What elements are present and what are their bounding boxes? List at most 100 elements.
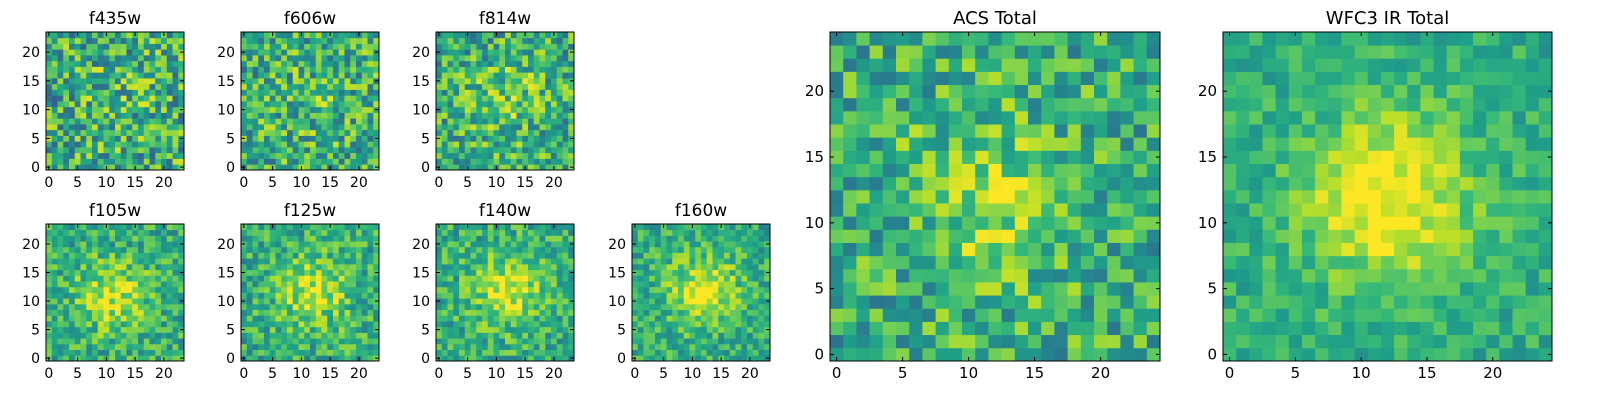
- heatmap-cell: [510, 49, 517, 56]
- heatmap-cell: [120, 263, 127, 271]
- heatmap-cell: [1014, 295, 1029, 309]
- heatmap-cell: [747, 286, 754, 293]
- heatmap-cell: [459, 252, 466, 259]
- heatmap-cell: [321, 95, 328, 102]
- heatmap-cell: [115, 332, 122, 339]
- heatmap-cell: [132, 112, 139, 119]
- heatmap-cell: [562, 129, 569, 136]
- heatmap-cell: [338, 95, 345, 102]
- heatmap-cell: [649, 338, 656, 345]
- heatmap-cell: [63, 78, 70, 85]
- heatmap-cell: [315, 315, 322, 322]
- heatmap-cell: [69, 78, 76, 85]
- heatmap-cell: [103, 118, 110, 125]
- heatmap-cell: [539, 275, 546, 282]
- heatmap-cell: [528, 269, 535, 276]
- heatmap-cell: [327, 332, 334, 339]
- heatmap-cell: [115, 241, 122, 248]
- heatmap-cell: [63, 309, 70, 316]
- heatmap-cell: [74, 246, 81, 253]
- heatmap-cell: [275, 292, 282, 299]
- heatmap-cell: [556, 263, 563, 271]
- heatmap-cell: [701, 292, 708, 299]
- heatmap-cell: [672, 321, 679, 328]
- heatmap-cell: [269, 235, 276, 242]
- heatmap-cell: [1094, 242, 1108, 257]
- heatmap-cell: [161, 83, 168, 90]
- heatmap-cell: [922, 229, 936, 243]
- heatmap-cell: [909, 124, 923, 138]
- heatmap-cell: [161, 235, 168, 242]
- heatmap-cell: [764, 338, 771, 345]
- heatmap-cell: [724, 281, 731, 288]
- heatmap-cell: [758, 269, 765, 276]
- heatmap-cell: [1067, 97, 1082, 112]
- heatmap-cell: [350, 112, 357, 119]
- heatmap-cell: [178, 152, 185, 159]
- heatmap-cell: [46, 66, 53, 73]
- heatmap-cell: [367, 269, 374, 276]
- heatmap-cell: [333, 269, 340, 276]
- heatmap-cell: [120, 152, 127, 159]
- heatmap-cell: [660, 321, 667, 328]
- heatmap-cell: [882, 71, 897, 86]
- heatmap-cell: [539, 315, 546, 322]
- heatmap-cell: [453, 229, 460, 236]
- heatmap-cell: [528, 152, 535, 159]
- heatmap-cell: [178, 158, 185, 165]
- heatmap-cell: [252, 303, 259, 311]
- heatmap-cell: [333, 229, 340, 236]
- heatmap-cell: [304, 321, 311, 328]
- heatmap-cell: [292, 158, 299, 165]
- heatmap-cell: [482, 43, 489, 50]
- heatmap-cell: [539, 224, 546, 231]
- heatmap-cell: [1262, 347, 1277, 362]
- axes-frame: [829, 31, 1161, 362]
- heatmap-cell: [126, 326, 133, 333]
- heatmap-cell: [830, 58, 844, 72]
- heatmap-cell: [935, 71, 950, 86]
- heatmap-cell: [493, 95, 500, 102]
- heatmap-cell: [522, 135, 529, 142]
- heatmap-cell: [975, 137, 989, 151]
- heatmap-cell: [258, 141, 265, 148]
- heatmap-cell: [551, 55, 558, 62]
- heatmap-cell: [310, 89, 317, 96]
- heatmap-cell: [476, 229, 483, 236]
- heatmap-cell: [1054, 229, 1068, 243]
- heatmap-cell: [155, 355, 162, 362]
- heatmap-cell: [516, 315, 523, 322]
- heatmap-cell: [533, 246, 540, 253]
- heatmap-cell: [869, 45, 884, 59]
- heatmap-cell: [551, 309, 558, 316]
- heatmap-cell: [298, 281, 305, 288]
- heatmap-cell: [69, 229, 76, 236]
- heatmap-cell: [172, 95, 179, 102]
- heatmap-cell: [729, 252, 736, 259]
- heatmap-cell: [533, 72, 540, 79]
- heatmap-cell: [143, 55, 150, 62]
- heatmap-cell: [935, 32, 950, 46]
- heatmap-cell: [568, 263, 575, 271]
- heatmap-cell: [103, 101, 110, 108]
- heatmap-cell: [632, 292, 639, 299]
- heatmap-cell: [1014, 347, 1029, 362]
- heatmap-cell: [275, 235, 282, 242]
- heatmap-cell: [373, 72, 380, 79]
- heatmap-cell: [487, 298, 494, 305]
- heatmap-cell: [655, 321, 662, 328]
- heatmap-cell: [505, 106, 512, 113]
- heatmap-cell: [843, 150, 857, 164]
- heatmap-cell: [315, 275, 322, 282]
- heatmap-cell: [69, 315, 76, 322]
- heatmap-cell: [441, 258, 448, 265]
- heatmap-cell: [310, 343, 317, 350]
- heatmap-cell: [476, 258, 483, 265]
- heatmap-cell: [464, 72, 471, 79]
- heatmap-cell: [459, 269, 466, 276]
- heatmap-cell: [1080, 268, 1095, 283]
- heatmap-cell: [86, 101, 93, 108]
- heatmap-cell: [287, 152, 294, 159]
- heatmap-cell: [935, 163, 950, 178]
- heatmap-cell: [516, 135, 523, 142]
